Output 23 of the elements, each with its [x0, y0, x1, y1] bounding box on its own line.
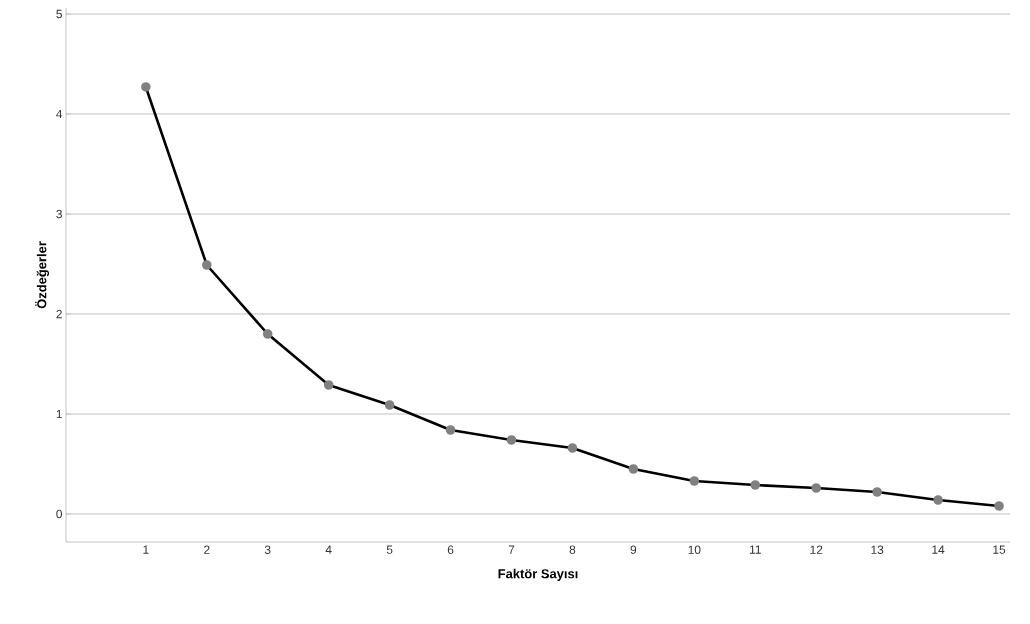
- x-tick-label: 3: [264, 545, 271, 554]
- x-tick-label: 2: [204, 545, 210, 554]
- y-axis-title: Özdeğerler: [35, 241, 49, 309]
- x-tick-label: 1: [143, 545, 149, 554]
- y-tick-label: 5: [56, 9, 62, 19]
- x-tick-label: 7: [508, 545, 515, 554]
- y-tick-label: 2: [56, 309, 62, 319]
- x-tick-label: 15: [993, 545, 1006, 554]
- x-tick-label: 10: [688, 545, 701, 554]
- x-tick-label: 11: [749, 545, 761, 554]
- y-tick-label: 1: [56, 409, 62, 419]
- x-tick-label: 4: [325, 545, 332, 554]
- y-tick-label: 3: [56, 209, 62, 219]
- y-tick-label: 0: [56, 509, 63, 519]
- x-tick-label: 9: [630, 545, 637, 554]
- x-tick-label: 8: [569, 545, 576, 554]
- y-tick-label: 4: [56, 109, 63, 119]
- x-tick-label: 14: [932, 545, 945, 554]
- x-tick-label: 13: [871, 545, 884, 554]
- x-axis-title: Faktör Sayısı: [498, 568, 578, 581]
- x-tick-label: 12: [810, 545, 823, 554]
- x-tick-label: 5: [386, 545, 393, 554]
- x-tick-label: 6: [447, 545, 454, 554]
